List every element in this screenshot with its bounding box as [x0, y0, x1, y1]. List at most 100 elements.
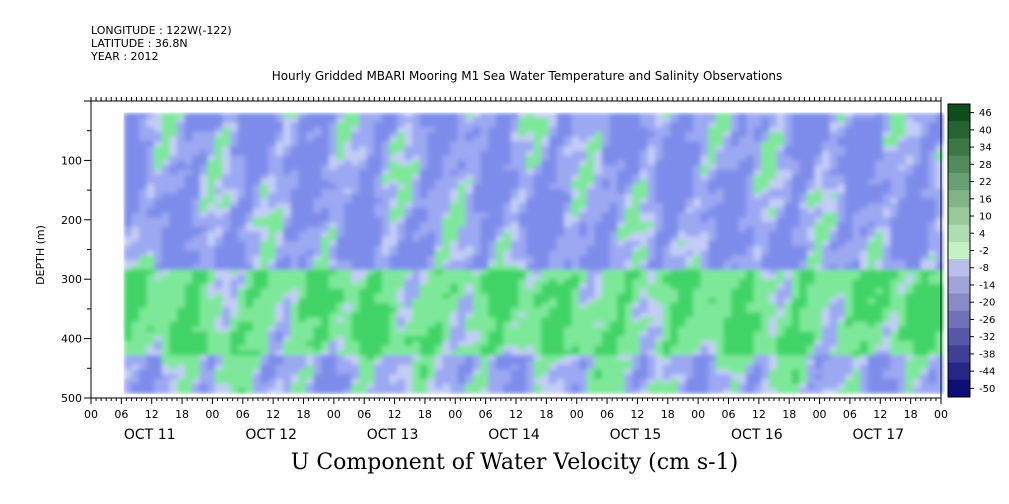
- heatmap-cell: [731, 260, 740, 266]
- heatmap-cell: [761, 193, 770, 200]
- heatmap-cell: [404, 378, 413, 385]
- heatmap-cell: [526, 288, 535, 295]
- heatmap-cell: [397, 298, 406, 304]
- heatmap-cell: [146, 298, 155, 304]
- heatmap-cell: [343, 136, 353, 142]
- heatmap-cell: [639, 250, 649, 257]
- heatmap-cell: [670, 203, 679, 209]
- heatmap-cell: [594, 345, 603, 352]
- heatmap-cell: [283, 174, 292, 181]
- heatmap-cell: [472, 326, 482, 333]
- heatmap-cell: [442, 369, 451, 375]
- heatmap-cell: [609, 245, 618, 252]
- heatmap-cell: [495, 146, 504, 152]
- heatmap-cell: [518, 378, 527, 385]
- heatmap-cell: [252, 283, 262, 290]
- heatmap-cell: [268, 274, 277, 280]
- heatmap-cell: [761, 184, 770, 190]
- heatmap-cell: [381, 155, 391, 161]
- heatmap-cell: [472, 364, 482, 371]
- heatmap-cell: [435, 245, 444, 252]
- heatmap-cell: [260, 165, 269, 171]
- heatmap-cell: [397, 117, 406, 123]
- heatmap-cell: [192, 326, 201, 333]
- heatmap-cell: [336, 307, 345, 314]
- heatmap-cell: [602, 179, 611, 185]
- heatmap-cell: [359, 203, 368, 209]
- heatmap-cell: [374, 188, 383, 195]
- heatmap-cell: [715, 174, 725, 181]
- heatmap-cell: [753, 350, 762, 356]
- heatmap-cell: [245, 307, 254, 314]
- heatmap-cell: [374, 340, 383, 347]
- heatmap-cell: [548, 146, 558, 152]
- heatmap-cell: [252, 207, 262, 214]
- heatmap-cell: [708, 374, 717, 380]
- heatmap-cell: [639, 302, 649, 309]
- heatmap-cell: [693, 255, 702, 261]
- heatmap-cell: [283, 136, 292, 142]
- heatmap-cell: [419, 359, 429, 366]
- heatmap-cell: [359, 169, 368, 176]
- heatmap-cell: [548, 122, 558, 128]
- heatmap-cell: [655, 212, 664, 219]
- heatmap-cell: [639, 169, 649, 176]
- heatmap-cell: [662, 198, 671, 204]
- heatmap-cell: [306, 250, 315, 257]
- heatmap-cell: [245, 302, 254, 309]
- heatmap-cell: [290, 169, 300, 176]
- heatmap-cell: [139, 298, 148, 304]
- heatmap-cell: [214, 155, 224, 161]
- heatmap-cell: [639, 388, 649, 394]
- heatmap-cell: [480, 283, 489, 290]
- heatmap-cell: [753, 255, 762, 261]
- heatmap-cell: [457, 340, 467, 347]
- heatmap-cell: [412, 150, 421, 157]
- heatmap-cell: [472, 355, 482, 361]
- heatmap-cell: [617, 122, 626, 128]
- heatmap-cell: [533, 345, 542, 352]
- heatmap-cell: [579, 269, 588, 276]
- heatmap-cell: [298, 231, 307, 238]
- heatmap-cell: [488, 383, 497, 390]
- heatmap-cell: [624, 241, 633, 247]
- heatmap-cell: [283, 241, 292, 247]
- heatmap-cell: [602, 383, 611, 390]
- heatmap-cell: [693, 174, 702, 181]
- heatmap-cell: [366, 245, 375, 252]
- heatmap-cell: [222, 269, 231, 276]
- heatmap-cell: [146, 146, 155, 152]
- heatmap-cell: [177, 231, 186, 238]
- heatmap-cell: [647, 165, 656, 171]
- heatmap-cell: [139, 355, 148, 361]
- heatmap-cell: [412, 245, 421, 252]
- heatmap-cell: [662, 359, 671, 366]
- heatmap-cell: [351, 165, 360, 171]
- heatmap-cell: [328, 188, 337, 195]
- heatmap-cell: [510, 388, 520, 394]
- heatmap-cell: [199, 203, 208, 209]
- heatmap-cell: [548, 264, 558, 271]
- heatmap-cell: [488, 127, 497, 133]
- heatmap-cell: [419, 293, 429, 299]
- heatmap-cell: [670, 383, 679, 390]
- heatmap-cell: [252, 179, 262, 185]
- heatmap-cell: [290, 321, 300, 328]
- heatmap-cell: [617, 307, 626, 314]
- heatmap-cell: [594, 374, 603, 380]
- heatmap-cell: [761, 274, 770, 280]
- heatmap-cell: [146, 174, 155, 181]
- heatmap-cell: [564, 355, 573, 361]
- heatmap-cell: [670, 165, 679, 171]
- heatmap-cell: [693, 317, 702, 323]
- heatmap-cell: [450, 274, 459, 280]
- heatmap-cell: [207, 298, 216, 304]
- heatmap-cell: [472, 155, 482, 161]
- heatmap-cell: [715, 217, 725, 223]
- heatmap-cell: [510, 136, 520, 142]
- heatmap-cell: [139, 359, 148, 366]
- heatmap-cell: [594, 174, 603, 181]
- heatmap-cell: [639, 179, 649, 185]
- heatmap-cell: [412, 165, 421, 171]
- heatmap-cell: [192, 374, 201, 380]
